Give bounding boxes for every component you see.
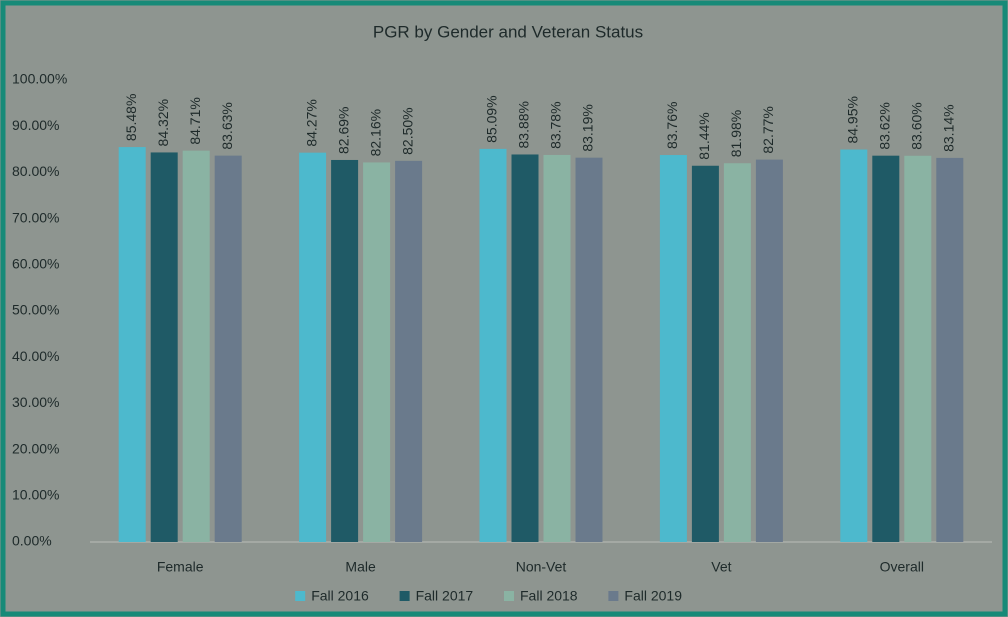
y-tick-label: 40.00% [12, 348, 59, 364]
legend-label: Fall 2018 [520, 588, 578, 604]
bar [840, 149, 868, 542]
value-label: 85.09% [484, 95, 500, 142]
bar [363, 162, 391, 542]
bar [118, 147, 146, 542]
value-label: 81.98% [728, 110, 744, 157]
bar [936, 157, 964, 543]
bar [511, 154, 539, 542]
x-tick-label: Female [157, 559, 204, 575]
value-label: 83.19% [580, 104, 596, 151]
bar [479, 148, 507, 542]
bar [331, 159, 359, 542]
x-tick-label: Non-Vet [516, 559, 567, 575]
value-label: 83.62% [877, 102, 893, 149]
legend-label: Fall 2019 [624, 588, 682, 604]
bar [904, 155, 932, 542]
y-tick-label: 10.00% [12, 487, 59, 503]
value-label: 82.16% [367, 109, 383, 156]
y-tick-label: 0.00% [12, 533, 52, 549]
value-label: 82.77% [760, 106, 776, 153]
y-tick-label: 30.00% [12, 394, 59, 410]
y-tick-label: 100.00% [12, 71, 67, 87]
value-label: 83.14% [941, 104, 957, 151]
y-tick-label: 50.00% [12, 302, 59, 318]
legend-swatch [504, 591, 514, 601]
bar [299, 152, 327, 542]
value-label: 85.48% [123, 94, 139, 141]
bar [723, 163, 751, 543]
bar [214, 155, 242, 542]
bar [150, 152, 178, 543]
value-label: 83.76% [664, 102, 680, 149]
y-tick-label: 90.00% [12, 117, 59, 133]
bar [755, 159, 783, 542]
value-label: 84.95% [845, 96, 861, 143]
bar [182, 150, 210, 542]
bar [543, 154, 571, 542]
value-label: 84.32% [155, 99, 171, 146]
legend-label: Fall 2016 [311, 588, 369, 604]
value-label: 81.44% [696, 112, 712, 159]
bar [691, 165, 719, 542]
legend-swatch [295, 591, 306, 601]
legend-label: Fall 2017 [416, 588, 474, 604]
bar [872, 155, 900, 542]
value-label: 82.50% [399, 107, 415, 154]
value-label: 84.27% [303, 99, 319, 146]
value-label: 83.60% [909, 102, 925, 149]
y-tick-label: 80.00% [12, 163, 59, 179]
value-label: 83.78% [548, 101, 564, 148]
y-tick-label: 70.00% [12, 209, 59, 225]
legend-swatch [399, 591, 410, 601]
y-tick-label: 20.00% [12, 440, 59, 456]
x-tick-label: Male [345, 559, 376, 575]
value-label: 83.88% [516, 101, 532, 148]
bar [395, 160, 423, 542]
x-tick-label: Vet [711, 559, 731, 575]
chart-title: PGR by Gender and Veteran Status [373, 22, 643, 41]
bar [575, 157, 603, 542]
value-label: 83.63% [219, 102, 235, 149]
y-tick-label: 60.00% [12, 256, 59, 272]
value-label: 82.69% [335, 106, 351, 153]
legend-swatch [608, 591, 619, 601]
value-label: 84.71% [187, 97, 203, 144]
x-tick-label: Overall [880, 559, 924, 575]
bar [659, 155, 687, 542]
